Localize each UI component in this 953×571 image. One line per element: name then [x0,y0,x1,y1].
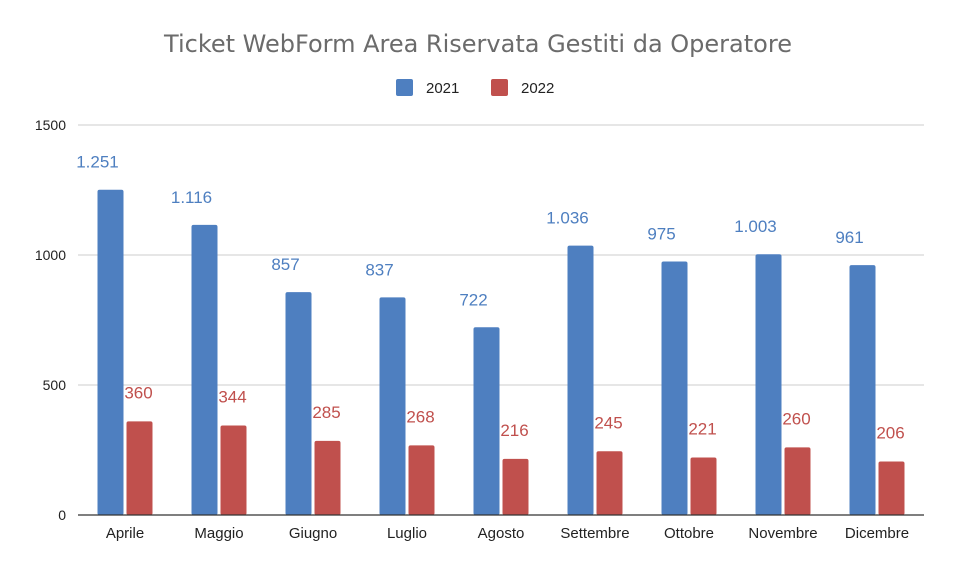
x-tick-label-giugno: Giugno [289,525,337,542]
data-label-2022-settembre: 245 [594,413,622,432]
legend-swatch-2022 [491,79,508,96]
y-tick-label: 0 [58,507,66,523]
chart-title: Ticket WebForm Area Riservata Gestiti da… [163,30,792,58]
x-tick-label-novembre: Novembre [748,525,817,542]
bar-2022-dicembre [878,461,905,515]
data-label-2021-aprile: 1.251 [76,153,119,172]
bar-2022-ottobre [690,457,717,515]
bar-2022-agosto [502,458,529,515]
x-tick-label-aprile: Aprile [106,525,144,542]
bar-2022-novembre [784,447,811,515]
bar-2022-aprile [126,421,153,515]
legend-swatch-2021 [396,79,413,96]
x-tick-label-settembre: Settembre [560,525,629,542]
data-label-2022-maggio: 344 [218,388,246,407]
y-axis-ticks: 0 500 1000 1500 [35,117,66,523]
bar-2021-luglio [379,297,406,515]
x-tick-label-agosto: Agosto [478,525,525,542]
x-axis-ticks: Aprile Maggio Giugno Luglio Agosto Settembre O… [106,525,909,542]
y-tick-label: 1500 [35,117,66,133]
bar-2021-aprile [97,189,124,516]
data-label-2022-agosto: 216 [500,421,528,440]
legend: 2021 2022 [396,79,554,97]
data-label-2022-aprile: 360 [124,383,152,402]
x-tick-label-maggio: Maggio [194,525,243,542]
data-label-2021-settembre: 1.036 [546,209,589,228]
legend-label-2021: 2021 [426,80,459,97]
data-label-2021-dicembre: 961 [835,228,863,247]
bar-2021-novembre [755,254,782,515]
y-tick-label: 500 [43,377,67,393]
data-label-2022-dicembre: 206 [876,423,904,442]
data-label-2022-luglio: 268 [406,407,434,426]
legend-label-2022: 2022 [521,80,554,97]
bar-2022-settembre [596,451,623,515]
bar-2021-ottobre [661,261,688,515]
x-tick-label-luglio: Luglio [387,525,427,542]
data-label-2022-giugno: 285 [312,403,340,422]
bar-2021-giugno [285,292,312,515]
bar-2021-agosto [473,327,500,515]
bar-2021-settembre [567,245,594,515]
data-label-2021-maggio: 1.116 [171,188,212,207]
data-label-2021-luglio: 837 [365,260,393,279]
data-label-2021-ottobre: 975 [647,225,675,244]
bar-2021-dicembre [849,265,876,515]
x-tick-label-dicembre: Dicembre [845,525,909,542]
data-label-2021-novembre: 1.003 [734,217,777,236]
x-tick-label-ottobre: Ottobre [664,525,714,542]
bar-2022-luglio [408,445,435,515]
data-label-2021-agosto: 722 [459,290,487,309]
y-tick-label: 1000 [35,247,66,263]
bar-2022-maggio [220,425,247,515]
bar-2021-maggio [191,224,218,515]
bars [97,189,905,516]
data-labels: 1.251 360 1.116 344 857 285 837 268 722 216 1.036 2… [76,153,904,443]
data-label-2022-ottobre: 221 [688,420,716,439]
bar-2022-giugno [314,440,341,515]
gridlines [78,124,924,386]
data-label-2022-novembre: 260 [782,409,810,428]
data-label-2021-giugno: 857 [271,255,299,274]
